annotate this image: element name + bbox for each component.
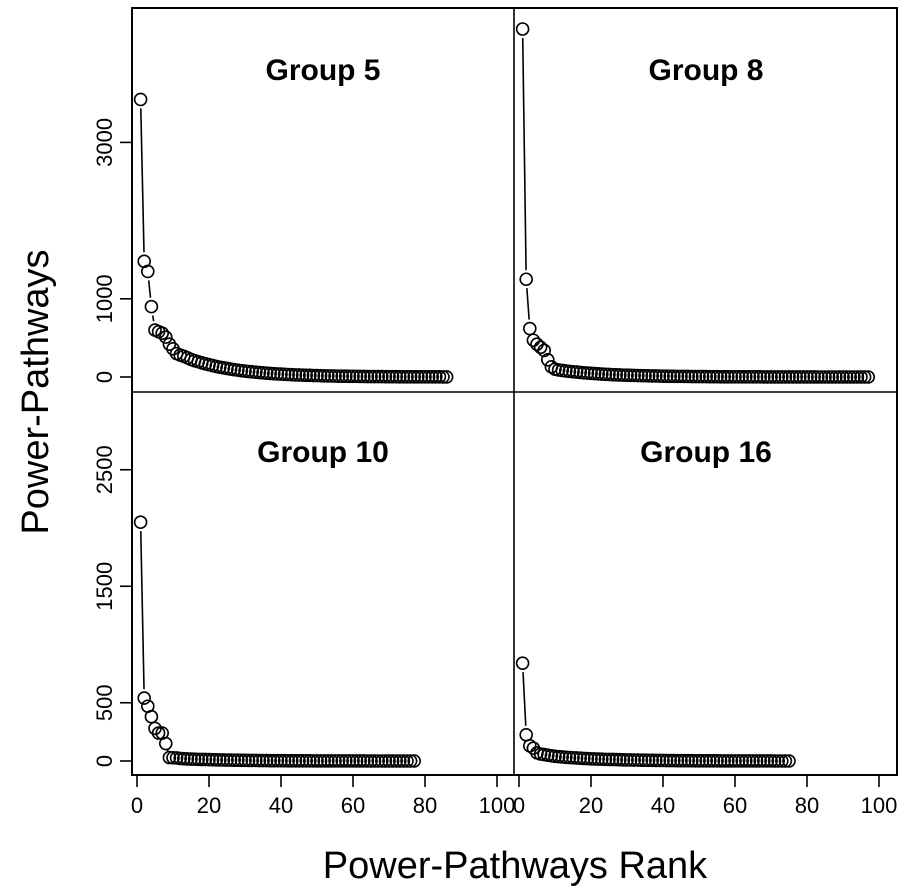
right-col-x-tick-label: 100 — [861, 793, 898, 818]
series-line-segment — [527, 288, 529, 319]
data-point — [142, 265, 154, 277]
series-line-segment — [141, 531, 144, 689]
top-row-y-tick-label: 3000 — [92, 118, 117, 167]
top-row-y-tick-label: 1000 — [92, 274, 117, 323]
data-point — [520, 729, 532, 741]
y-axis-title: Power-Pathways — [15, 249, 57, 534]
panel-title: Group 8 — [648, 54, 763, 87]
panel-top-left: Group 5 — [135, 54, 453, 383]
data-point — [517, 657, 529, 669]
data-point — [145, 711, 157, 723]
right-col-x-tick-label: 0 — [513, 793, 525, 818]
panel-title: Group 10 — [257, 436, 389, 469]
data-point — [135, 93, 147, 105]
data-point — [535, 341, 547, 353]
series-line-segment — [523, 672, 526, 726]
data-point — [517, 23, 529, 35]
panel-title: Group 5 — [265, 54, 380, 87]
panel-bottom-right: Group 16 — [517, 436, 795, 767]
bottom-row-y-tick-label: 1500 — [92, 562, 117, 611]
left-col-x-tick-label: 80 — [413, 793, 437, 818]
panels-layer: Group 5 Group 8 Group 10 Group 16 — [135, 23, 875, 767]
left-col-x-tick-label: 40 — [269, 793, 293, 818]
top-row-y-tick-label: 0 — [92, 371, 117, 383]
right-col-x-tick-label: 20 — [579, 793, 603, 818]
series-line-segment — [149, 280, 151, 297]
data-point — [160, 738, 172, 750]
left-col-x-tick-label: 20 — [197, 793, 221, 818]
bottom-row-y-tick-label: 2500 — [92, 445, 117, 494]
panel-title: Group 16 — [640, 436, 772, 469]
data-point — [520, 273, 532, 285]
bottom-row-y-tick-label: 500 — [92, 684, 117, 721]
right-col-x-tick-label: 60 — [723, 793, 747, 818]
right-col-x-tick-label: 80 — [795, 793, 819, 818]
right-col-x-tick-label: 40 — [651, 793, 675, 818]
left-col-x-tick-label: 0 — [131, 793, 143, 818]
axes-layer: 0100030000500150025000 20 40 60 80 1000 20 40 60… — [92, 8, 897, 818]
data-point — [135, 516, 147, 528]
left-col-x-tick-label: 100 — [479, 793, 516, 818]
series-line-segment — [141, 108, 144, 252]
data-point — [145, 301, 157, 313]
x-axis-title: Power-Pathways Rank — [323, 845, 708, 887]
panel-bottom-left: Group 10 — [135, 436, 421, 767]
series-line-segment — [523, 38, 526, 270]
left-col-x-tick-label: 60 — [341, 793, 365, 818]
panel-top-right: Group 8 — [517, 23, 875, 383]
series-line-segment — [153, 316, 154, 322]
bottom-row-y-tick-label: 0 — [92, 755, 117, 767]
data-point — [524, 323, 536, 335]
